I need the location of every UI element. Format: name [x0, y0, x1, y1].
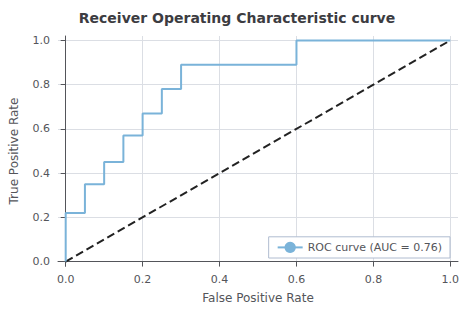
svg-text:True Positive Rate: True Positive Rate: [7, 98, 21, 206]
svg-text:1.0: 1.0: [442, 273, 460, 286]
svg-text:False Positive Rate: False Positive Rate: [202, 291, 314, 305]
svg-text:0.0: 0.0: [57, 273, 75, 286]
svg-text:0.0: 0.0: [33, 255, 51, 268]
svg-text:0.6: 0.6: [288, 273, 306, 286]
svg-text:0.8: 0.8: [33, 78, 51, 91]
svg-text:0.2: 0.2: [33, 211, 51, 224]
svg-text:0.6: 0.6: [33, 122, 51, 135]
svg-text:0.4: 0.4: [33, 167, 51, 180]
svg-text:ROC curve (AUC = 0.76): ROC curve (AUC = 0.76): [308, 241, 442, 254]
svg-text:Receiver Operating Characteris: Receiver Operating Characteristic curve: [79, 10, 395, 26]
svg-text:0.4: 0.4: [211, 273, 229, 286]
svg-text:0.8: 0.8: [365, 273, 383, 286]
svg-text:0.2: 0.2: [134, 273, 152, 286]
svg-text:1.0: 1.0: [33, 34, 51, 47]
